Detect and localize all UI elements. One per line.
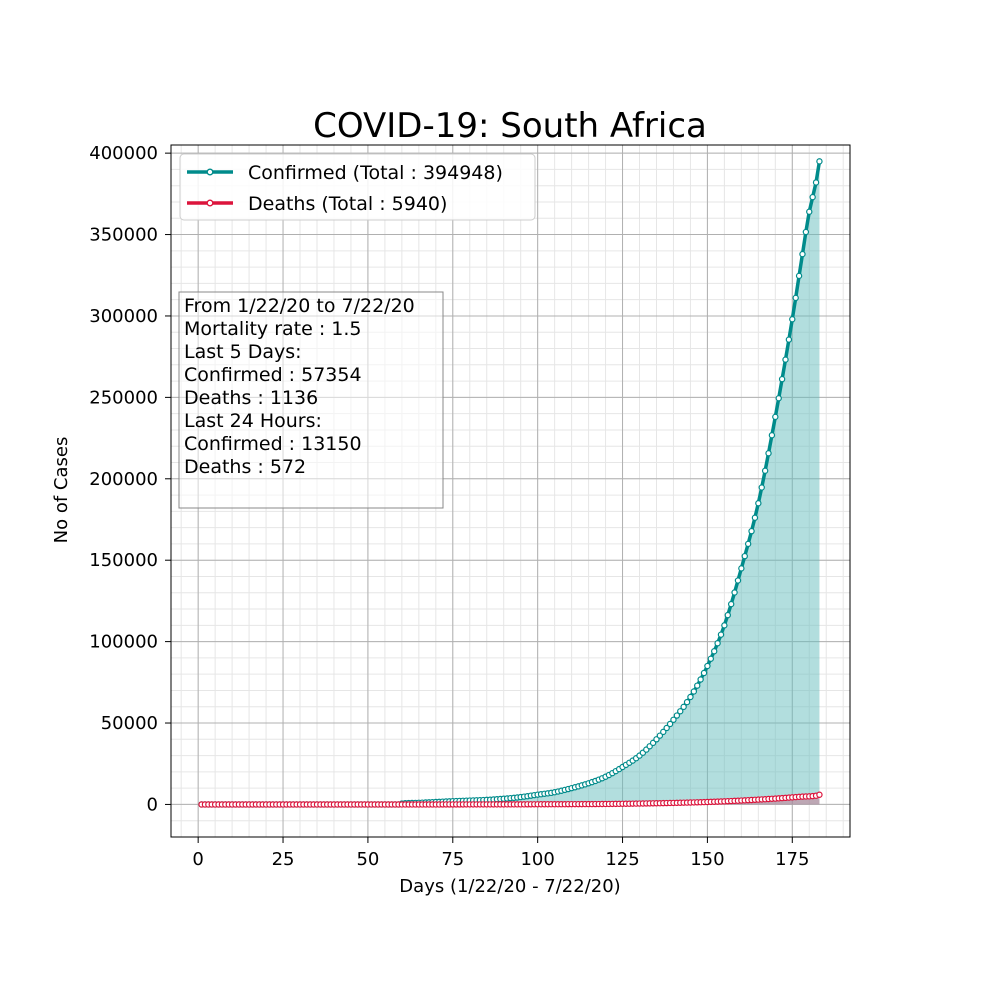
x-tick-label: 50 [356,849,379,870]
x-tick-label: 25 [272,849,295,870]
legend-label-deaths: Deaths (Total : 5940) [248,193,447,215]
y-axis-label: No of Cases [51,437,72,544]
data-point-confirmed [707,655,715,662]
data-point-confirmed [721,622,728,629]
legend-marker-confirmed [206,168,214,176]
x-axis-ticks: 0 25 50 75 100 125 150 175 [192,837,809,870]
data-point-deaths [816,791,823,798]
data-point-confirmed [673,712,681,719]
data-point-confirmed [656,732,664,739]
series-fill-confirmed [201,161,820,805]
data-point-confirmed [802,228,810,236]
data-point-confirmed [799,250,806,258]
y-tick-label: 400000 [89,143,158,164]
y-tick-label: 300000 [89,306,158,327]
x-tick-label: 0 [192,849,203,870]
y-tick-label: 250000 [89,387,158,408]
data-point-confirmed [683,698,691,706]
y-tick-label: 350000 [89,225,158,246]
y-axis-ticks: 0 50000 100000 150000 200000 250000 300000 3500… [89,143,171,815]
info-line-last24-deaths: Deaths : 572 [184,456,306,478]
y-tick-label: 200000 [89,469,158,490]
data-point-confirmed [687,693,694,701]
data-point-confirmed [734,577,742,584]
legend-marker-deaths [206,199,214,207]
data-point-confirmed [690,688,698,695]
data-point-confirmed [700,669,708,677]
y-tick-label: 0 [147,794,158,815]
legend-label-confirmed: Confirmed (Total : 394948) [248,162,503,184]
data-point-confirmed [765,450,772,457]
data-point-confirmed [782,356,789,363]
data-point-confirmed [748,527,755,535]
x-tick-label: 175 [775,849,809,870]
data-point-confirmed [727,600,735,608]
x-tick-label: 125 [605,849,639,870]
data-point-confirmed [751,514,759,521]
data-point-confirmed [755,500,762,507]
data-point-confirmed [789,316,796,323]
data-point-confirmed [812,179,820,186]
data-point-confirmed [714,640,721,647]
data-point-confirmed [795,272,803,280]
series-markers [198,158,823,808]
data-point-confirmed [778,375,786,383]
info-line-range: From 1/22/20 to 7/22/20 [184,295,415,317]
data-point-confirmed [717,631,725,638]
info-line-last24-confirmed: Confirmed : 13150 [184,433,362,455]
data-point-confirmed [785,336,793,343]
plot-frame [170,144,851,838]
info-box-frame [178,291,444,509]
data-point-confirmed [758,484,765,491]
data-point-confirmed [666,720,674,728]
data-point-confirmed [731,589,738,596]
data-point-confirmed [670,716,677,723]
info-line-last5-confirmed: Confirmed : 57354 [184,364,362,386]
data-point-confirmed [724,611,731,619]
data-point-confirmed [741,552,748,560]
data-point-confirmed [711,648,718,655]
data-point-confirmed [816,158,823,165]
series-fill-deaths [201,794,820,805]
info-line-last5-deaths: Deaths : 1136 [184,387,318,409]
info-line-mortality: Mortality rate : 1.5 [184,318,362,340]
x-axis-label: Days (1/22/20 - 7/22/20) [399,876,620,897]
data-point-confirmed [680,703,687,711]
data-point-confirmed [694,682,701,689]
x-tick-label: 100 [520,849,554,870]
data-point-confirmed [806,208,813,215]
data-point-confirmed [697,676,704,683]
y-tick-label: 100000 [89,632,158,653]
legend: Confirmed (Total : 394948) Deaths (Total… [179,153,536,221]
series-fills [201,161,820,805]
data-point-confirmed [744,540,752,548]
data-point-confirmed [772,413,779,421]
data-point-confirmed [809,193,816,201]
data-point-confirmed [792,294,799,302]
x-tick-label: 150 [690,849,724,870]
data-point-confirmed [761,467,769,474]
data-point-confirmed [663,724,670,732]
y-tick-label: 50000 [101,713,158,734]
data-point-confirmed [660,728,667,736]
info-line-last5-header: Last 5 Days: [184,341,302,363]
chart-title: COVID-19: South Africa [313,106,707,146]
data-point-confirmed [768,432,776,439]
info-annotation: From 1/22/20 to 7/22/20 Mortality rate :… [178,291,444,509]
data-point-confirmed [775,395,782,402]
y-tick-label: 150000 [89,550,158,571]
legend-box [179,153,536,221]
info-line-last24-header: Last 24 Hours: [184,410,322,432]
data-point-confirmed [704,662,711,670]
data-point-confirmed [677,708,684,715]
data-point-confirmed [738,565,745,572]
x-tick-label: 75 [441,849,464,870]
